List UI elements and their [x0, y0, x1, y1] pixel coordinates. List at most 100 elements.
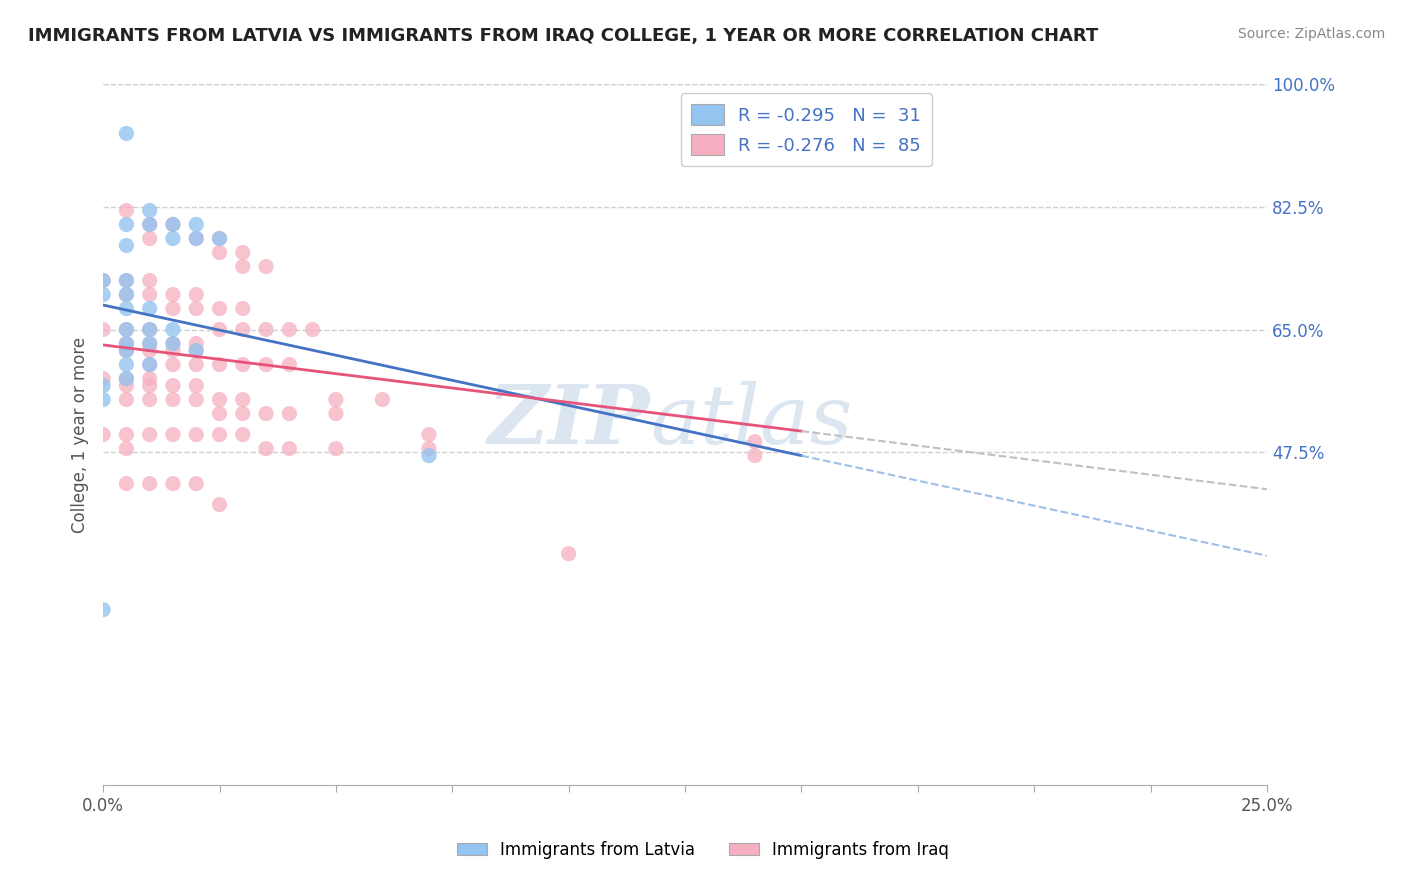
Point — [115, 371, 138, 385]
Point — [557, 547, 579, 561]
Point — [162, 287, 184, 301]
Legend: R = -0.295   N =  31, R = -0.276   N =  85: R = -0.295 N = 31, R = -0.276 N = 85 — [681, 94, 932, 166]
Point — [162, 378, 184, 392]
Point — [162, 322, 184, 336]
Point — [278, 407, 301, 421]
Point — [91, 322, 114, 336]
Point — [418, 427, 440, 442]
Point — [138, 336, 160, 351]
Point — [138, 231, 160, 245]
Point — [232, 392, 254, 407]
Text: IMMIGRANTS FROM LATVIA VS IMMIGRANTS FROM IRAQ COLLEGE, 1 YEAR OR MORE CORRELATI: IMMIGRANTS FROM LATVIA VS IMMIGRANTS FRO… — [28, 27, 1098, 45]
Point — [138, 358, 160, 372]
Point — [208, 392, 231, 407]
Point — [186, 336, 208, 351]
Point — [186, 287, 208, 301]
Point — [91, 427, 114, 442]
Point — [115, 238, 138, 252]
Point — [278, 322, 301, 336]
Point — [278, 358, 301, 372]
Point — [325, 442, 347, 456]
Point — [162, 358, 184, 372]
Point — [115, 343, 138, 358]
Point — [115, 273, 138, 287]
Point — [138, 378, 160, 392]
Point — [115, 218, 138, 232]
Point — [278, 442, 301, 456]
Point — [115, 273, 138, 287]
Point — [138, 322, 160, 336]
Point — [186, 427, 208, 442]
Text: Source: ZipAtlas.com: Source: ZipAtlas.com — [1237, 27, 1385, 41]
Point — [138, 301, 160, 316]
Point — [162, 218, 184, 232]
Point — [115, 127, 138, 141]
Point — [162, 301, 184, 316]
Point — [186, 231, 208, 245]
Point — [138, 358, 160, 372]
Point — [162, 336, 184, 351]
Point — [208, 231, 231, 245]
Point — [115, 371, 138, 385]
Point — [115, 378, 138, 392]
Point — [186, 392, 208, 407]
Point — [325, 392, 347, 407]
Point — [208, 427, 231, 442]
Text: ZIP: ZIP — [488, 381, 650, 460]
Point — [208, 322, 231, 336]
Point — [418, 449, 440, 463]
Point — [91, 273, 114, 287]
Point — [162, 336, 184, 351]
Point — [115, 343, 138, 358]
Point — [418, 442, 440, 456]
Point — [232, 260, 254, 274]
Point — [115, 322, 138, 336]
Point — [208, 301, 231, 316]
Point — [232, 358, 254, 372]
Point — [186, 231, 208, 245]
Point — [138, 476, 160, 491]
Point — [186, 343, 208, 358]
Point — [138, 322, 160, 336]
Point — [91, 273, 114, 287]
Point — [138, 427, 160, 442]
Point — [138, 203, 160, 218]
Text: atlas: atlas — [650, 381, 852, 460]
Point — [371, 392, 394, 407]
Point — [254, 407, 277, 421]
Y-axis label: College, 1 year or more: College, 1 year or more — [72, 336, 89, 533]
Point — [138, 336, 160, 351]
Point — [162, 343, 184, 358]
Point — [138, 287, 160, 301]
Point — [162, 427, 184, 442]
Point — [91, 378, 114, 392]
Point — [115, 336, 138, 351]
Point — [91, 371, 114, 385]
Point — [208, 358, 231, 372]
Point — [232, 407, 254, 421]
Point — [254, 358, 277, 372]
Point — [232, 427, 254, 442]
Point — [138, 343, 160, 358]
Point — [232, 322, 254, 336]
Legend: Immigrants from Latvia, Immigrants from Iraq: Immigrants from Latvia, Immigrants from … — [450, 835, 956, 866]
Point — [115, 442, 138, 456]
Point — [208, 245, 231, 260]
Point — [91, 602, 114, 616]
Point — [744, 434, 766, 449]
Point — [115, 287, 138, 301]
Point — [254, 442, 277, 456]
Point — [115, 203, 138, 218]
Point — [208, 231, 231, 245]
Point — [186, 343, 208, 358]
Point — [115, 392, 138, 407]
Point — [162, 218, 184, 232]
Point — [186, 476, 208, 491]
Point — [186, 358, 208, 372]
Point — [115, 336, 138, 351]
Point — [115, 358, 138, 372]
Point — [162, 231, 184, 245]
Point — [232, 301, 254, 316]
Point — [138, 273, 160, 287]
Point — [254, 322, 277, 336]
